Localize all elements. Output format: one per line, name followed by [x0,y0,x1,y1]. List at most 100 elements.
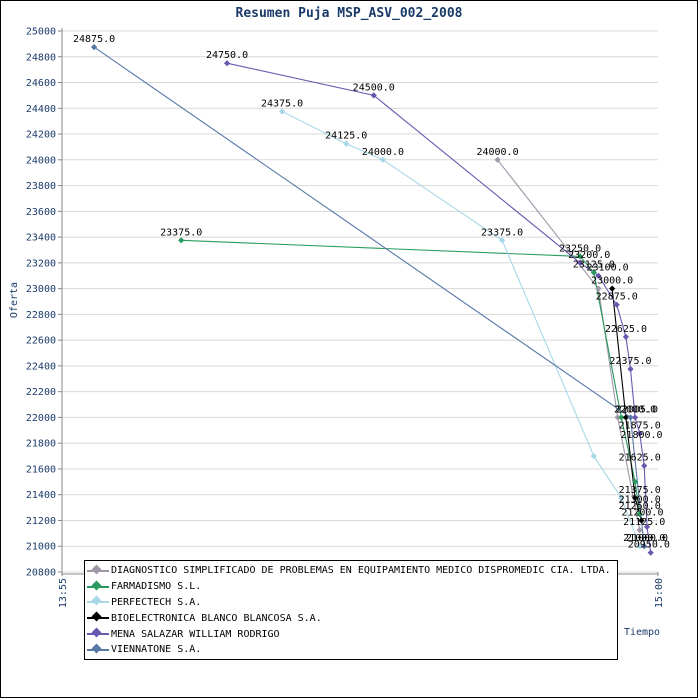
data-label: 21800.0 [620,430,662,441]
legend-item: DIAGNOSTICO SIMPLIFICADO DE PROBLEMAS EN… [85,563,617,579]
legend-swatch [85,566,111,576]
series-point [618,414,625,421]
y-tick-label: 25000 [26,27,56,38]
legend-item: MENA SALAZAR WILLIAM RODRIGO [85,626,617,642]
series-points [90,43,654,556]
data-label: 24125.0 [325,131,367,142]
x-tick-label: 15:00 [654,578,665,608]
series-point [636,510,643,518]
legend-item: PERFECTECH S.A. [85,595,617,611]
legend-item: BIOELECTRONICA BLANCO BLANCOSA S.A. [85,610,617,626]
series-point [636,543,643,550]
data-label: 23375.0 [481,227,523,238]
series-line-5 [93,46,645,547]
series-point [618,494,625,502]
legend-label: DIAGNOSTICO SIMPLIFICADO DE PROBLEMAS EN… [111,565,611,577]
series-point [614,414,621,421]
series-point [631,494,639,502]
series-point [590,452,597,460]
series-point [638,517,645,524]
series-line-3 [611,288,643,521]
series-point [636,430,643,437]
y-tick-label: 21600 [26,464,56,475]
y-tick-label: 23000 [26,284,56,295]
data-label: 23125.0 [573,260,615,271]
y-tick-label: 21200 [26,516,56,527]
y-tick-label: 23200 [26,258,56,269]
data-label: 22005.0 [616,404,658,415]
legend-label: PERFECTECH S.A. [111,596,202,608]
y-tick-label: 23400 [26,233,56,244]
data-labels: 24875.0 24750.0 24500.0 24375.0 24125.0 24000… [73,34,670,551]
series-line-2 [281,111,641,547]
data-label: 21875.0 [619,421,661,432]
y-tick-label: 22400 [26,361,56,372]
series-point [223,60,231,67]
series-point [631,414,639,421]
y-tick-label: 24200 [26,130,56,141]
legend-label: BIOELECTRONICA BLANCO BLANCOSA S.A. [111,612,322,624]
y-axis-label: Oferta [9,282,20,318]
data-label: 24500.0 [353,82,395,93]
data-label: 22625.0 [605,324,647,335]
y-tick-label: 23600 [26,207,56,218]
data-label: 23375.0 [160,227,202,238]
y-tick-label: 22000 [26,413,56,424]
data-label: 24875.0 [73,34,115,45]
series-point [622,333,630,341]
data-label: 20950.0 [628,540,670,551]
y-tick-label: 24600 [26,78,56,89]
series-point [627,414,634,421]
legend-label: MENA SALAZAR WILLIAM RODRIGO [111,628,280,640]
legend-swatch [85,582,111,592]
y-tick-label: 21000 [26,542,56,553]
data-label: 21000.0 [626,533,668,544]
data-label: 21625.0 [619,453,661,464]
legend-swatch [85,629,111,639]
legend-label: VIENNATONE S.A. [111,644,202,656]
y-tick-label: 24000 [26,155,56,166]
data-label: 22875.0 [596,292,638,303]
data-label: 21375.0 [619,485,661,496]
legend-swatch [85,613,111,623]
y-tick-label: 23800 [26,181,56,192]
y-tick-label: 22200 [26,387,56,398]
data-label: 24750.0 [206,50,248,61]
data-label: 21125.0 [623,517,665,528]
series-point [643,523,651,531]
data-label: 22000.0 [614,404,656,415]
legend-item: VIENNATONE S.A. [85,642,617,658]
legend-swatch [85,597,111,607]
series-point [647,549,654,556]
data-label: 24375.0 [261,99,303,110]
series-point [576,253,584,260]
legend-swatch [85,645,111,655]
data-label: 24000.0 [476,147,518,158]
y-tick-label: 24400 [26,104,56,115]
legend-label: FARMADISMO S.L. [111,581,202,593]
data-label: 23250.0 [559,243,601,254]
series-point [622,414,630,421]
legend-item: FARMADISMO S.L. [85,579,617,595]
y-tick-label: 20800 [26,568,56,579]
series-point [641,543,648,550]
data-label: 23100.0 [586,263,628,274]
data-label: 24000.0 [362,147,404,158]
data-label: 22375.0 [609,356,651,367]
data-label: 21300.0 [619,495,661,506]
data-label: 21200.0 [621,507,663,518]
legend: DIAGNOSTICO SIMPLIFICADO DE PROBLEMAS EN… [84,560,618,660]
y-tick-label: 24800 [26,52,56,63]
data-label: 21250.0 [619,501,661,512]
series-point [590,269,597,276]
y-axis-ticks: 20800 21000 21200 21400 21600 21800 22000 22200… [26,27,62,579]
series-line-0 [497,159,641,531]
chart-title: Resumen Puja MSP_ASV_002_2008 [236,6,463,21]
x-tick-label: 13:55 [58,578,69,608]
series-point [636,527,643,534]
y-tick-label: 21400 [26,490,56,501]
data-label: 21000.0 [623,533,665,544]
series-lines [93,46,652,553]
